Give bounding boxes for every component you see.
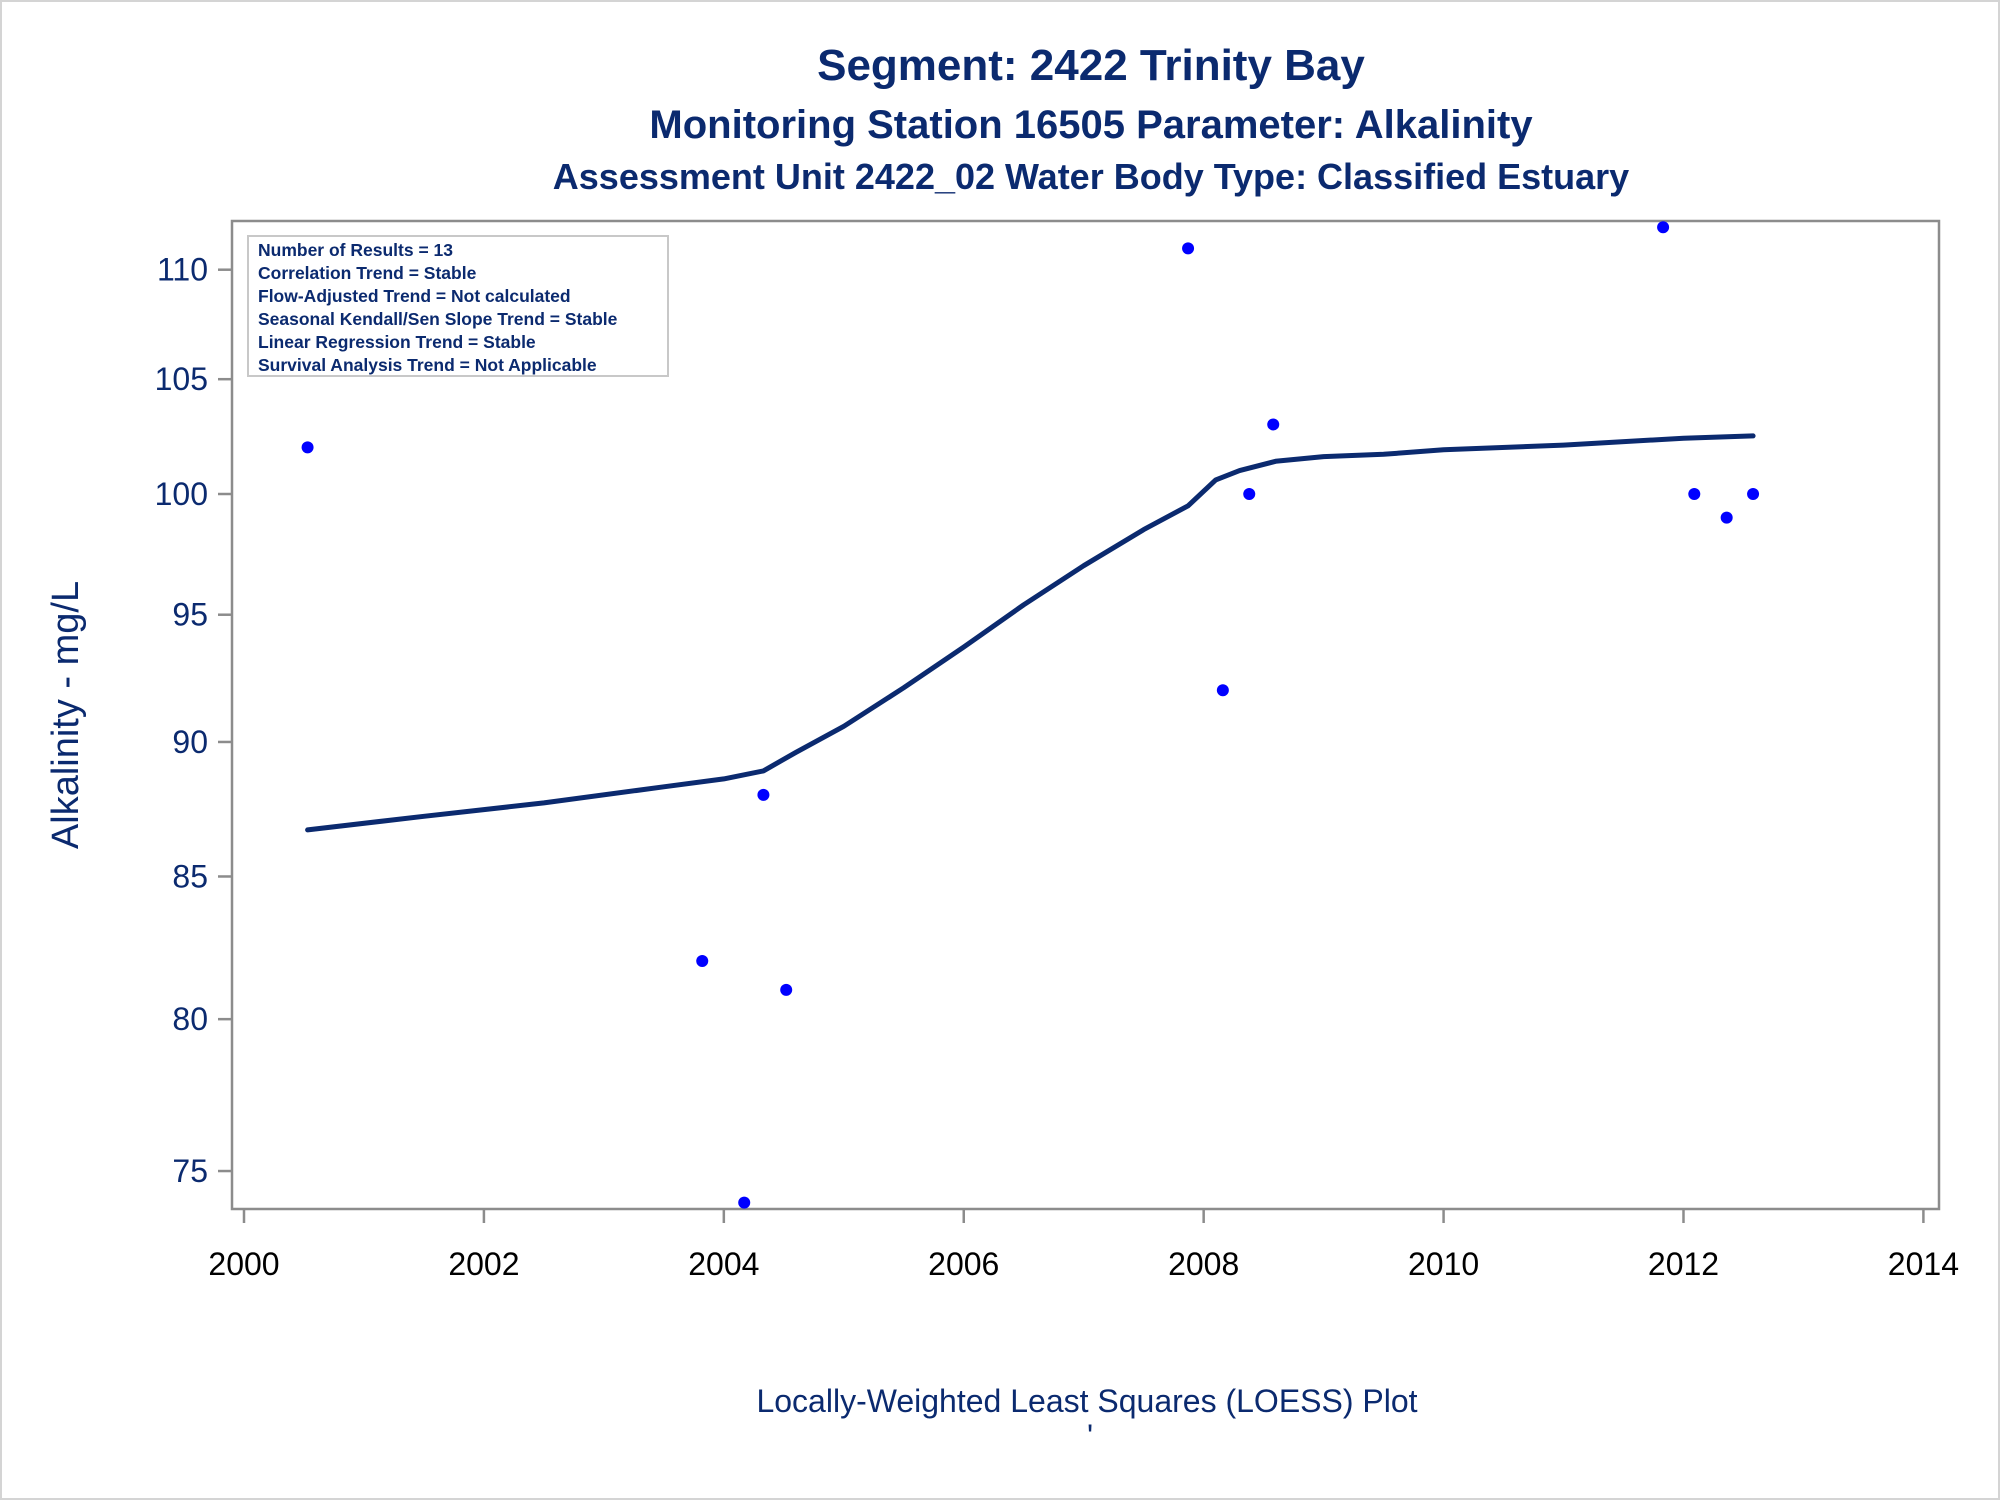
y-tick-label: 85 (172, 858, 208, 894)
chart-subtitle-2: Assessment Unit 2422_02 Water Body Type:… (553, 156, 1629, 197)
x-tick-label: 2012 (1648, 1246, 1719, 1282)
data-point (1267, 418, 1280, 431)
stats-line: Number of Results = 13 (258, 240, 453, 260)
x-tick-label: 2010 (1408, 1246, 1479, 1282)
x-tick-label: 2002 (448, 1246, 519, 1282)
data-point (1747, 488, 1760, 501)
stats-line: Seasonal Kendall/Sen Slope Trend = Stabl… (258, 309, 618, 329)
data-point (780, 983, 793, 996)
data-point (757, 788, 770, 801)
stats-box-border (247, 235, 669, 377)
data-point (1688, 488, 1701, 501)
loess-line-layer (305, 433, 1756, 833)
y-tick-label: 95 (172, 597, 208, 633)
stats-line: Linear Regression Trend = Stable (258, 332, 536, 352)
data-point (696, 955, 709, 968)
x-axis: 2000 2002 2004 2006 2008 2010 2012 2014 (208, 1209, 1959, 1282)
loess-trend-line (305, 433, 1756, 833)
y-tick-label: 80 (172, 1001, 208, 1037)
y-axis-label: Alkalinity - mg/L (45, 581, 87, 849)
x-tick-label: 2008 (1168, 1246, 1239, 1282)
stats-box: Number of Results = 13 Correlation Trend… (247, 235, 669, 377)
data-point (738, 1196, 751, 1209)
data-point (301, 441, 314, 454)
footnote: Locally-Weighted Least Squares (LOESS) P… (756, 1383, 1417, 1419)
y-tick-label: 110 (157, 252, 208, 288)
x-tick-label: 2006 (928, 1246, 999, 1282)
data-point (1720, 511, 1733, 524)
y-tick-label: 75 (172, 1153, 208, 1189)
y-axis: 75 80 85 90 95 100 105 110 (155, 252, 232, 1189)
data-point (1243, 488, 1256, 501)
data-point (1216, 684, 1229, 697)
y-tick-label: 90 (172, 724, 208, 760)
footnote-mark: ' (1087, 1418, 1093, 1454)
stats-line: Correlation Trend = Stable (258, 263, 477, 283)
chart-subtitle: Monitoring Station 16505 Parameter: Alka… (649, 103, 1533, 147)
stats-line: Flow-Adjusted Trend = Not calculated (258, 286, 571, 306)
x-tick-label: 2004 (688, 1246, 759, 1282)
data-point (1657, 221, 1670, 234)
chart-title: Segment: 2422 Trinity Bay (817, 41, 1365, 90)
stats-line: Survival Analysis Trend = Not Applicable (258, 355, 597, 375)
data-points-layer (301, 221, 1760, 1209)
x-tick-label: 2014 (1888, 1246, 1959, 1282)
x-tick-label: 2000 (208, 1246, 279, 1282)
y-tick-label: 100 (155, 476, 208, 512)
plot-area (230, 219, 1941, 1211)
data-point (1182, 242, 1195, 255)
y-tick-label: 105 (155, 361, 208, 397)
